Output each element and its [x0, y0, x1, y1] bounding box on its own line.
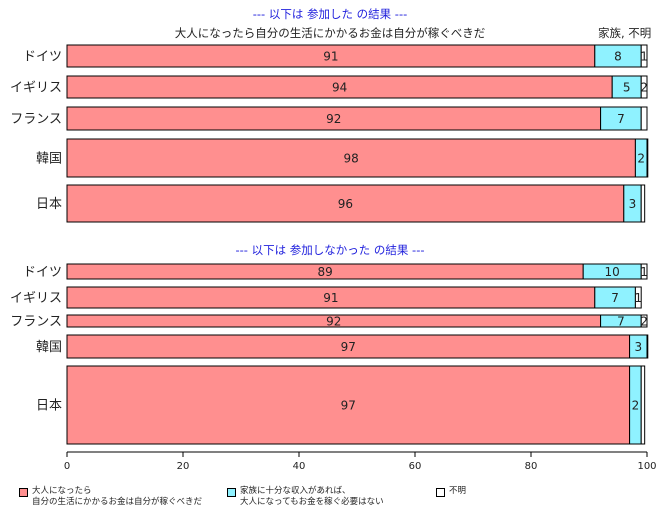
- panel1-data-label-unknown: 2: [640, 81, 648, 95]
- legend-swatch-agree: [19, 488, 28, 497]
- panel2-bar-agree: [66, 365, 631, 445]
- panel2-bar-unknown: [634, 286, 642, 309]
- panel1-data-label-agree: 98: [344, 152, 359, 166]
- panel2-data-label-agree: 97: [341, 399, 356, 413]
- panel1-bar-unknown: [640, 184, 646, 223]
- panel1-data-label-agree: 91: [323, 50, 338, 64]
- panel1-bar-unknown: [640, 44, 648, 68]
- panel2-bar-unknown: [646, 334, 649, 359]
- stacked-bar-chart: --- 以下は 参加した の結果 --- 大人になったら自分の生活にかかるお金は自…: [10, 7, 657, 472]
- panel1-category-label: フランス: [10, 112, 62, 127]
- panel2-bar-unknown: [640, 314, 648, 328]
- panel2-bar-unknown: [640, 263, 648, 280]
- panel2-title: --- 以下は 参加しなかった の結果 ---: [235, 243, 424, 257]
- panel1-data-label-agree: 92: [326, 112, 341, 126]
- panel1-bar-agree: [66, 184, 625, 223]
- x-axis-tick-label: 40: [293, 461, 306, 472]
- x-axis-tick-label: 20: [177, 461, 190, 472]
- chart-legend: 大人になったら 自分の生活にかかるお金は自分が稼ぐべきだ 家族に十分な収入があれ…: [0, 486, 660, 512]
- panel2-data-label-unknown: 2: [640, 315, 648, 329]
- legend-swatch-unknown: [436, 488, 445, 497]
- panel1-bar-unknown: [646, 138, 649, 178]
- panel2-data-label-unknown: 1: [634, 291, 642, 305]
- panel2-data-label-family: 2: [632, 399, 640, 413]
- legend-label-family: 家族に十分な収入があれば、 大人になってもお金を稼ぐ必要はない: [240, 486, 384, 507]
- panel2-category-label: フランス: [10, 315, 62, 330]
- panel2-data-label-agree: 91: [323, 291, 338, 305]
- panel2-data-label-family: 7: [617, 315, 625, 329]
- panel1-data-label-agree: 94: [332, 81, 347, 95]
- x-axis-tick-label: 80: [525, 461, 538, 472]
- panel1-data-label-family: 7: [617, 112, 625, 126]
- legend-item-family: 家族に十分な収入があれば、 大人になってもお金を稼ぐ必要はない: [227, 486, 384, 508]
- x-axis-tick-label: 60: [409, 461, 422, 472]
- panel2-category-label: ドイツ: [23, 265, 62, 280]
- panel2-bar-unknown: [640, 365, 646, 445]
- panel1-data-label-agree: 96: [338, 197, 353, 211]
- panel1-data-label-family: 5: [623, 81, 631, 95]
- legend-label-agree: 大人になったら 自分の生活にかかるお金は自分が稼ぐべきだ: [32, 486, 203, 507]
- x-axis-tick-label: 100: [637, 461, 656, 472]
- panel1-category-label: イギリス: [10, 81, 62, 96]
- panel2-category-label: イギリス: [10, 291, 62, 306]
- panel1-bar-unknown: [640, 106, 648, 131]
- panel1-category-label: 韓国: [36, 152, 62, 167]
- panel1-bar-agree: [66, 138, 636, 178]
- panel2-data-label-family: 10: [605, 265, 620, 279]
- panel2-data-label-agree: 89: [317, 265, 332, 279]
- panel2-data-label-agree: 92: [326, 315, 341, 329]
- legend-swatch-family: [227, 488, 236, 497]
- panel1-data-label-unknown: 1: [640, 50, 648, 64]
- panel2-category-label: 日本: [36, 399, 62, 414]
- panel1-data-label-family: 8: [614, 50, 622, 64]
- panel1-data-label-family: 2: [637, 152, 645, 166]
- panel2-data-label-family: 7: [611, 291, 619, 305]
- legend-item-unknown: 不明: [436, 486, 466, 497]
- panel1-corner-label: 家族, 不明: [598, 26, 651, 40]
- panel1-data-label-family: 3: [629, 197, 637, 211]
- panel2-data-label-agree: 97: [341, 340, 356, 354]
- panel2-data-label-family: 3: [634, 340, 642, 354]
- panel1-category-label: ドイツ: [23, 50, 62, 65]
- panel1-subtitle: 大人になったら自分の生活にかかるお金は自分が稼ぐべきだ: [175, 26, 486, 40]
- panel2-data-label-unknown: 1: [640, 265, 648, 279]
- panel2-category-label: 韓国: [36, 340, 62, 355]
- panel1-bar-unknown: [640, 75, 648, 99]
- panel1-category-label: 日本: [36, 197, 62, 212]
- x-axis-tick-label: 0: [64, 461, 70, 472]
- legend-label-unknown: 不明: [449, 486, 467, 496]
- legend-item-agree: 大人になったら 自分の生活にかかるお金は自分が稼ぐべきだ: [19, 486, 202, 508]
- panel1-title: --- 以下は 参加した の結果 ---: [253, 7, 408, 21]
